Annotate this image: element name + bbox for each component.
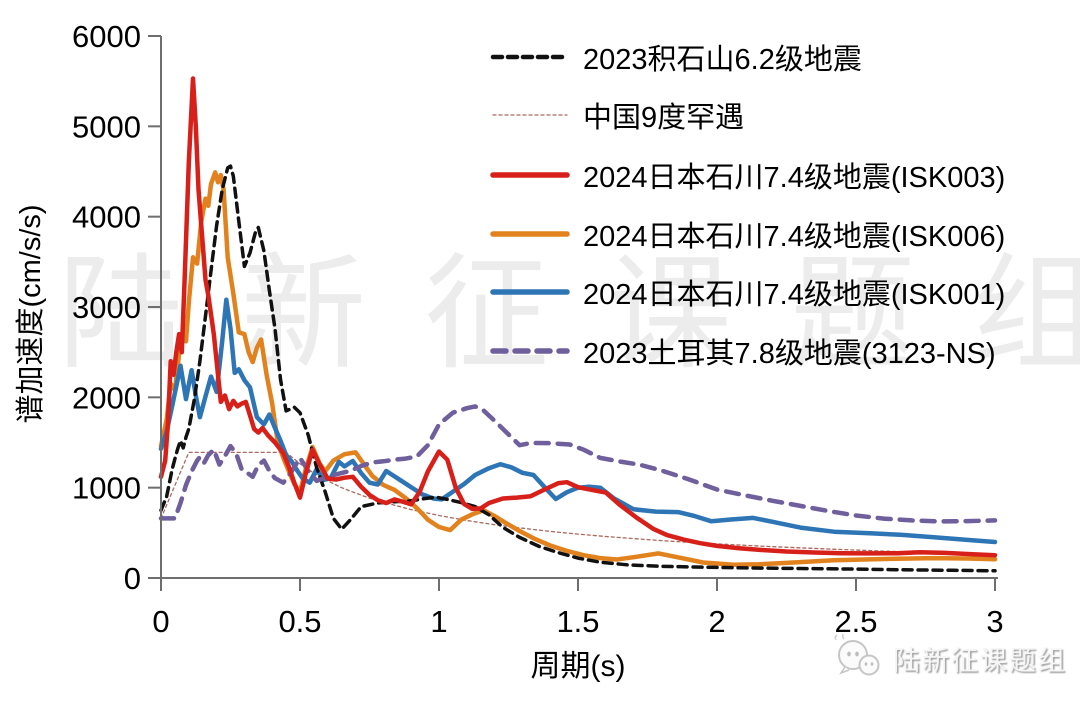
x-tick-label: 2: [708, 604, 725, 639]
series-line-isk006: [158, 170, 998, 567]
y-tick-label: 1000: [72, 471, 141, 506]
x-axis-title: 周期(s): [530, 650, 626, 683]
x-tick-label: 3: [986, 604, 1003, 639]
y-tick-label: 6000: [72, 19, 141, 54]
series-line-isk003: [158, 76, 998, 558]
x-tick-label: 0.5: [278, 604, 321, 639]
series-line-jishishan-2023: [159, 164, 997, 573]
series-line-isk001: [158, 297, 998, 545]
x-tick-label: 1.5: [556, 604, 599, 639]
brand-name: 陆新征课题组: [893, 645, 1067, 676]
x-tick-label: 1: [430, 604, 447, 639]
y-tick-label: 3000: [72, 290, 141, 325]
y-tick-label: 4000: [72, 200, 141, 235]
x-tick-label: 2.5: [834, 604, 877, 639]
x-tick-label: 0: [152, 604, 169, 639]
y-tick-label: 2000: [72, 380, 141, 415]
brand-footer: 陆新征课题组: [831, 633, 1067, 683]
y-tick-label: 0: [124, 561, 141, 596]
y-axis-title: 谱加速度(cm/s/s): [15, 204, 47, 424]
y-tick-label: 5000: [72, 109, 141, 144]
wechat-mascot-icon: [834, 633, 880, 676]
series-line-turkey-3123ns: [158, 404, 998, 524]
